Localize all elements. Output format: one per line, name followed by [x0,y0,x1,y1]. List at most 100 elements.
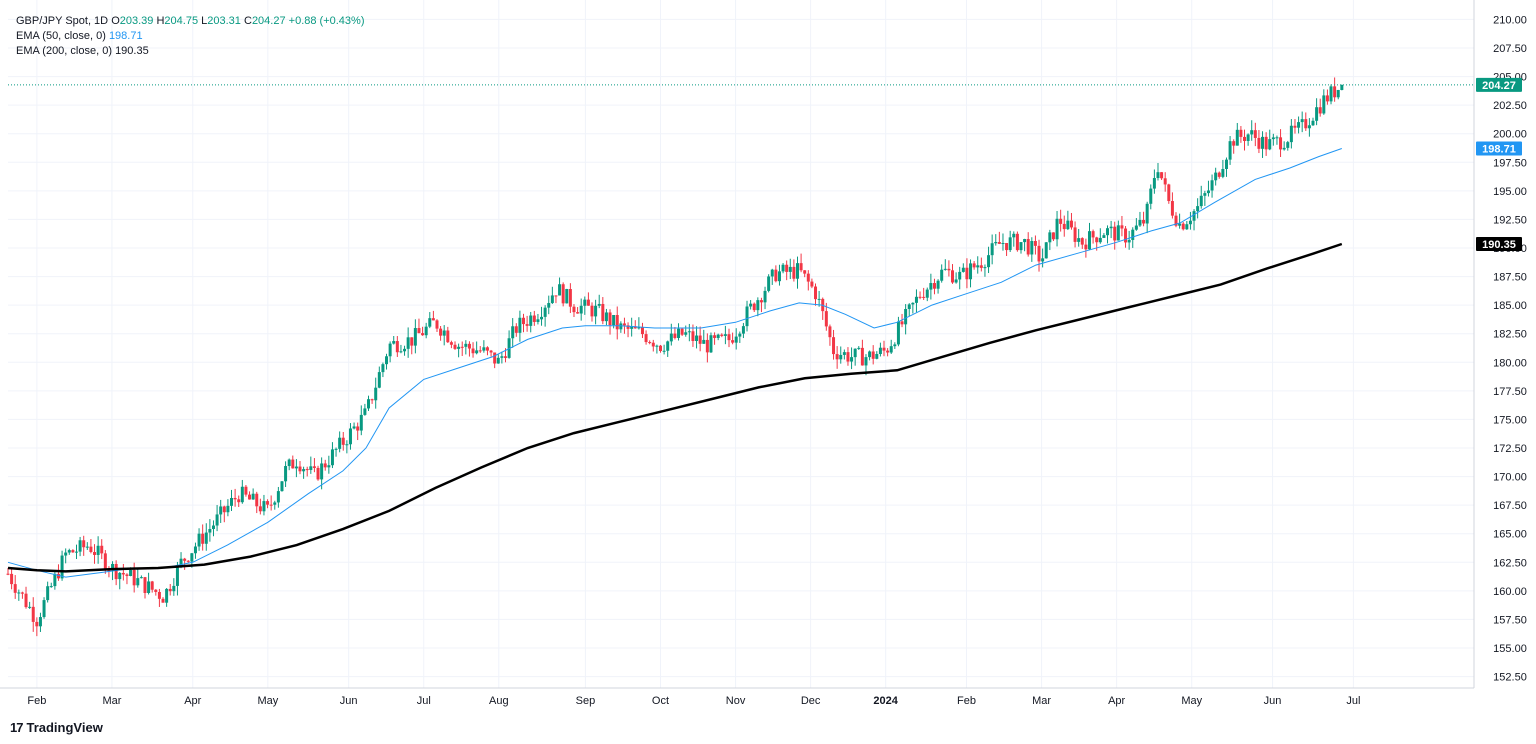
candle-body[interactable] [1001,243,1005,245]
candle-body[interactable] [471,348,475,354]
candle-body[interactable] [680,328,684,335]
candle-body[interactable] [709,335,713,353]
candle-body[interactable] [947,268,951,271]
candle-body[interactable] [464,343,468,347]
candle-body[interactable] [125,574,129,577]
candle-body[interactable] [648,342,652,344]
candle-body[interactable] [1250,130,1254,135]
candle-body[interactable] [1289,125,1293,143]
candle-body[interactable] [193,546,197,554]
candle-body[interactable] [987,255,991,268]
candle-body[interactable] [626,325,630,329]
candle-body[interactable] [536,319,540,322]
candle-body[interactable] [586,299,590,306]
candle-body[interactable] [53,573,57,587]
candle-body[interactable] [60,555,64,579]
candle-body[interactable] [720,334,724,336]
candle-body[interactable] [226,505,230,513]
candle-body[interactable] [255,493,259,507]
candle-body[interactable] [655,345,659,347]
candle-body[interactable] [467,343,471,349]
ema200-line[interactable] [7,242,1343,573]
candle-body[interactable] [132,569,136,586]
candle-body[interactable] [705,339,709,353]
candle-body[interactable] [93,552,97,555]
candle-body[interactable] [1315,107,1319,121]
candle-body[interactable] [230,497,234,506]
candle-body[interactable] [767,276,771,291]
candle-body[interactable] [374,387,378,401]
candle-body[interactable] [1015,233,1019,251]
candle-body[interactable] [1333,86,1337,98]
candle-body[interactable] [911,302,915,305]
candle-body[interactable] [752,303,756,311]
candle-body[interactable] [503,356,507,358]
candle-body[interactable] [525,324,529,326]
candle-body[interactable] [457,346,461,349]
candle-body[interactable] [31,606,35,622]
candle-body[interactable] [201,533,205,544]
candle-body[interactable] [878,347,882,355]
candle-body[interactable] [868,351,872,358]
candle-body[interactable] [489,350,493,353]
candle-body[interactable] [136,578,140,586]
candle-body[interactable] [67,550,71,553]
candle-body[interactable] [633,326,637,329]
candle-body[interactable] [1311,120,1315,126]
candle-body[interactable] [817,298,821,300]
candle-body[interactable] [1160,172,1164,179]
candle-body[interactable] [979,265,983,268]
candle-body[interactable] [896,321,900,345]
candle-body[interactable] [835,354,839,360]
candle-body[interactable] [222,506,226,513]
candle-body[interactable] [832,337,836,355]
candle-body[interactable] [442,330,446,336]
candle-body[interactable] [1318,107,1322,114]
candle-body[interactable] [215,514,219,526]
candle-body[interactable] [1055,218,1059,240]
candle-body[interactable] [547,303,551,308]
candle-body[interactable] [713,335,717,338]
candle-body[interactable] [1120,225,1124,229]
ema-series[interactable] [7,148,1343,578]
candle-body[interactable] [1102,235,1106,238]
candle-body[interactable] [1145,203,1149,224]
candle-body[interactable] [644,334,648,343]
candle-body[interactable] [763,290,767,303]
candle-body[interactable] [1069,220,1073,228]
candle-body[interactable] [558,284,562,296]
candle-body[interactable] [875,354,879,359]
candle-body[interactable] [334,448,338,450]
candle-body[interactable] [1073,227,1077,242]
candle-body[interactable] [1286,142,1290,148]
candle-body[interactable] [565,288,569,304]
candle-body[interactable] [1138,219,1142,226]
candle-body[interactable] [103,553,107,571]
candle-body[interactable] [1322,95,1326,114]
candle-body[interactable] [305,469,309,471]
candle-body[interactable] [413,328,417,346]
candle-body[interactable] [576,312,580,314]
candle-body[interactable] [889,346,893,353]
price-axis[interactable]: 152.50 155.00 157.50 160.00 162.50 165.00 167.… [1493,14,1527,683]
candle-body[interactable] [273,502,277,505]
candle-body[interactable] [662,350,666,352]
candle-body[interactable] [446,330,450,343]
candle-body[interactable] [860,347,864,366]
candle-body[interactable] [1203,193,1207,196]
candle-body[interactable] [233,497,237,500]
candle-body[interactable] [1224,159,1228,169]
candle-body[interactable] [406,337,410,349]
candle-body[interactable] [684,332,688,335]
candle-body[interactable] [118,572,122,580]
candle-body[interactable] [929,283,933,290]
candle-body[interactable] [853,348,857,358]
candle-body[interactable] [428,318,432,327]
candle-body[interactable] [74,551,78,553]
candle-body[interactable] [698,335,702,344]
candle-body[interactable] [630,326,634,329]
candle-body[interactable] [1210,180,1214,191]
candle-body[interactable] [788,266,792,272]
candle-body[interactable] [932,283,936,289]
tradingview-brand[interactable]: 17 TradingView [10,720,103,735]
